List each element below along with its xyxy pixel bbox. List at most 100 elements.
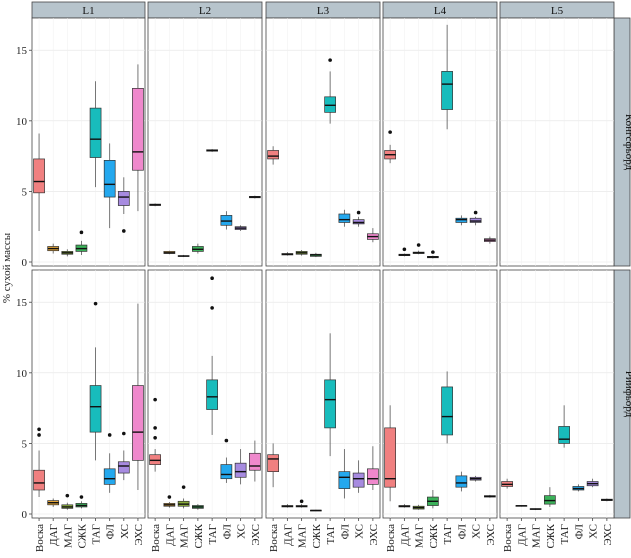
box-body xyxy=(267,150,279,160)
x-tick-label: СЖК xyxy=(311,523,323,548)
box-body xyxy=(234,462,247,478)
box-ТАГ xyxy=(89,81,102,188)
outlier-point xyxy=(79,230,84,235)
box-body xyxy=(544,495,556,505)
outlier-point xyxy=(65,493,70,498)
box-body xyxy=(249,452,261,471)
box-Воска xyxy=(267,146,279,165)
x-tick-label: ТАГ xyxy=(207,524,219,544)
box-ФЛ xyxy=(338,449,351,499)
panel-frame xyxy=(382,269,498,519)
box-ФЛ xyxy=(220,438,233,483)
x-tick-label: ЭХС xyxy=(250,524,262,546)
box-МАГ xyxy=(177,485,190,509)
y-tick-label: 15 xyxy=(16,45,28,57)
x-tick-label: МАГ xyxy=(414,524,426,548)
box-ФЛ xyxy=(220,211,233,230)
box-body xyxy=(103,468,116,485)
box-ФЛ xyxy=(455,215,468,226)
x-tick-label: Воска xyxy=(385,524,397,552)
box-ФЛ xyxy=(103,143,116,229)
box-ХС xyxy=(469,210,482,226)
box-Воска xyxy=(149,203,161,207)
x-tick-label: ХС xyxy=(236,524,248,539)
box-body xyxy=(441,71,453,110)
box-СЖК xyxy=(310,509,322,512)
box-ФЛ xyxy=(103,433,116,493)
y-axis-label: % сухой массы xyxy=(1,232,13,303)
x-tick-label: ФЛ xyxy=(221,523,233,539)
box-body xyxy=(338,213,351,223)
outlier-point xyxy=(210,276,214,281)
panel-frame xyxy=(31,17,146,267)
panel-frame xyxy=(147,269,263,519)
y-tick-label: 10 xyxy=(16,368,28,380)
box-МАГ xyxy=(412,504,425,510)
box-ЭХС xyxy=(367,228,379,243)
x-tick-label: Воска xyxy=(502,524,514,552)
x-tick-label: ТАГ xyxy=(91,524,103,544)
outlier-point xyxy=(153,435,157,440)
outlier-point xyxy=(37,433,41,437)
x-tick-label: ЭХС xyxy=(133,524,145,546)
box-ФЛ xyxy=(338,209,351,227)
panel-frame xyxy=(382,17,498,267)
x-tick-label: ФЛ xyxy=(456,523,468,539)
outlier-point xyxy=(328,58,332,62)
box-body xyxy=(441,386,453,436)
column-strip-label: L3 xyxy=(317,5,330,17)
box-ТАГ xyxy=(206,149,218,152)
box-ХС xyxy=(586,478,599,488)
x-tick-label: СЖК xyxy=(193,523,205,548)
x-tick-label: СЖК xyxy=(428,523,440,548)
outlier-point xyxy=(79,495,84,499)
box-body xyxy=(103,160,116,198)
box-ДАГ xyxy=(281,504,294,508)
panel-frame xyxy=(499,17,615,267)
box-body xyxy=(352,219,365,225)
box-body xyxy=(132,385,144,461)
box-ЭХС xyxy=(249,440,261,482)
box-Воска xyxy=(384,405,396,502)
box-body xyxy=(89,107,102,158)
outlier-point xyxy=(167,495,172,499)
box-Воска xyxy=(501,478,513,489)
box-ТАГ xyxy=(558,405,570,448)
box-ЭХС xyxy=(132,303,144,490)
x-tick-label: МАГ xyxy=(531,524,543,548)
box-body xyxy=(324,379,336,429)
x-tick-label: Воска xyxy=(150,524,162,552)
x-tick-label: ТАГ xyxy=(325,524,337,544)
box-МАГ xyxy=(529,508,542,511)
x-tick-label: ДАГ xyxy=(48,524,60,546)
column-strip-label: L2 xyxy=(199,5,211,17)
box-ДАГ xyxy=(398,247,411,257)
panel-frame xyxy=(265,17,381,267)
box-body xyxy=(558,426,570,444)
x-tick-label: ХС xyxy=(471,524,483,539)
x-tick-label: СЖК xyxy=(76,523,88,548)
box-Воска xyxy=(267,443,279,488)
x-tick-label: ХС xyxy=(354,524,366,539)
x-tick-label: ДАГ xyxy=(516,524,528,546)
outlier-point xyxy=(224,438,229,443)
box-body xyxy=(324,96,336,113)
y-tick-label: 5 xyxy=(22,438,28,450)
box-ДАГ xyxy=(163,495,176,508)
x-tick-label: ДАГ xyxy=(164,524,176,546)
row-strip-label: Рийфьорд xyxy=(623,371,631,418)
outlier-point xyxy=(37,427,41,432)
box-СЖК xyxy=(427,250,439,259)
x-tick-label: Воска xyxy=(268,524,280,552)
box-МАГ xyxy=(61,493,74,510)
box-body xyxy=(267,454,279,472)
box-body xyxy=(367,468,379,485)
box-Воска xyxy=(33,427,45,498)
column-strip-label: L1 xyxy=(82,5,94,17)
box-body xyxy=(352,472,365,488)
box-ХС xyxy=(234,225,247,231)
box-ДАГ xyxy=(398,504,411,508)
box-СЖК xyxy=(310,252,322,258)
box-Воска xyxy=(33,133,45,231)
